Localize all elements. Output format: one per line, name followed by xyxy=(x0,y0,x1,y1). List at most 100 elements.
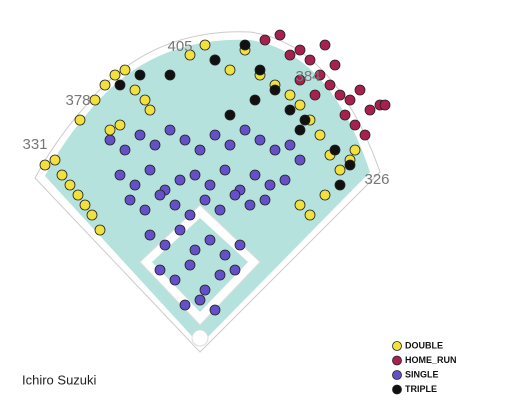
point xyxy=(109,69,121,81)
point xyxy=(199,284,211,296)
point xyxy=(329,144,341,156)
point xyxy=(209,304,221,316)
point xyxy=(259,194,271,206)
legend-swatch xyxy=(392,341,402,351)
point xyxy=(199,194,211,206)
point xyxy=(229,189,241,201)
point xyxy=(274,29,286,41)
point xyxy=(264,179,276,191)
legend-swatch xyxy=(392,370,402,380)
point xyxy=(139,94,151,106)
point xyxy=(279,174,291,186)
point xyxy=(64,179,76,191)
point xyxy=(56,169,68,181)
point xyxy=(219,164,231,176)
point xyxy=(199,39,211,51)
legend: DOUBLE HOME_RUN SINGLE TRIPLE xyxy=(392,340,457,395)
point xyxy=(334,179,346,191)
point xyxy=(354,84,366,96)
point xyxy=(344,94,356,106)
point xyxy=(119,144,131,156)
point xyxy=(294,154,306,166)
outfield-grass xyxy=(45,39,370,345)
point xyxy=(219,249,231,261)
point xyxy=(254,64,266,76)
point xyxy=(164,124,176,136)
points xyxy=(39,29,391,316)
point xyxy=(124,194,136,206)
point xyxy=(134,69,146,81)
point xyxy=(304,54,316,66)
point xyxy=(294,99,306,111)
point xyxy=(184,209,196,221)
point xyxy=(284,89,296,101)
point xyxy=(184,259,196,271)
point xyxy=(244,199,256,211)
point xyxy=(204,234,216,246)
point xyxy=(364,104,376,116)
point xyxy=(144,164,156,176)
point xyxy=(294,124,306,136)
point xyxy=(49,154,61,166)
legend-label: TRIPLE xyxy=(405,384,437,394)
point xyxy=(309,89,321,101)
legend-swatch xyxy=(392,355,402,366)
point xyxy=(174,224,186,236)
point xyxy=(284,104,296,116)
distance-label: 331 xyxy=(22,136,47,153)
point xyxy=(319,189,331,201)
point xyxy=(86,209,98,221)
point xyxy=(249,94,261,106)
point xyxy=(304,209,316,221)
point xyxy=(224,109,236,121)
point xyxy=(239,124,251,136)
home-plate-area xyxy=(191,329,209,347)
point xyxy=(89,94,101,106)
distance-label: 384 xyxy=(295,68,320,85)
point xyxy=(154,264,166,276)
legend-label: SINGLE xyxy=(405,369,439,379)
point xyxy=(139,204,151,216)
point xyxy=(169,199,181,211)
point xyxy=(204,179,216,191)
point xyxy=(284,49,296,61)
point xyxy=(169,274,181,286)
point xyxy=(154,189,166,201)
point xyxy=(294,44,306,56)
point xyxy=(99,79,111,91)
point xyxy=(129,84,141,96)
point xyxy=(94,224,106,236)
point xyxy=(359,129,371,141)
point xyxy=(299,114,311,126)
point xyxy=(324,79,336,91)
point xyxy=(349,144,361,156)
point xyxy=(189,244,201,256)
point xyxy=(224,139,236,151)
point xyxy=(134,129,146,141)
distance-label: 378 xyxy=(65,92,90,109)
point xyxy=(259,34,271,46)
point xyxy=(269,84,281,96)
legend-swatch xyxy=(392,384,402,395)
legend-label: DOUBLE xyxy=(405,340,443,350)
point xyxy=(72,189,84,201)
point xyxy=(179,299,191,311)
point xyxy=(294,199,306,211)
point xyxy=(194,294,206,306)
point xyxy=(239,39,251,51)
point xyxy=(379,99,391,111)
point xyxy=(174,174,186,186)
point xyxy=(149,139,161,151)
point xyxy=(39,159,51,171)
point xyxy=(129,179,141,191)
point xyxy=(189,169,201,181)
point xyxy=(164,69,176,81)
point xyxy=(114,79,126,91)
point xyxy=(104,124,116,136)
point xyxy=(114,169,126,181)
point xyxy=(249,169,261,181)
distance-label: 326 xyxy=(364,171,389,188)
point xyxy=(184,49,196,61)
